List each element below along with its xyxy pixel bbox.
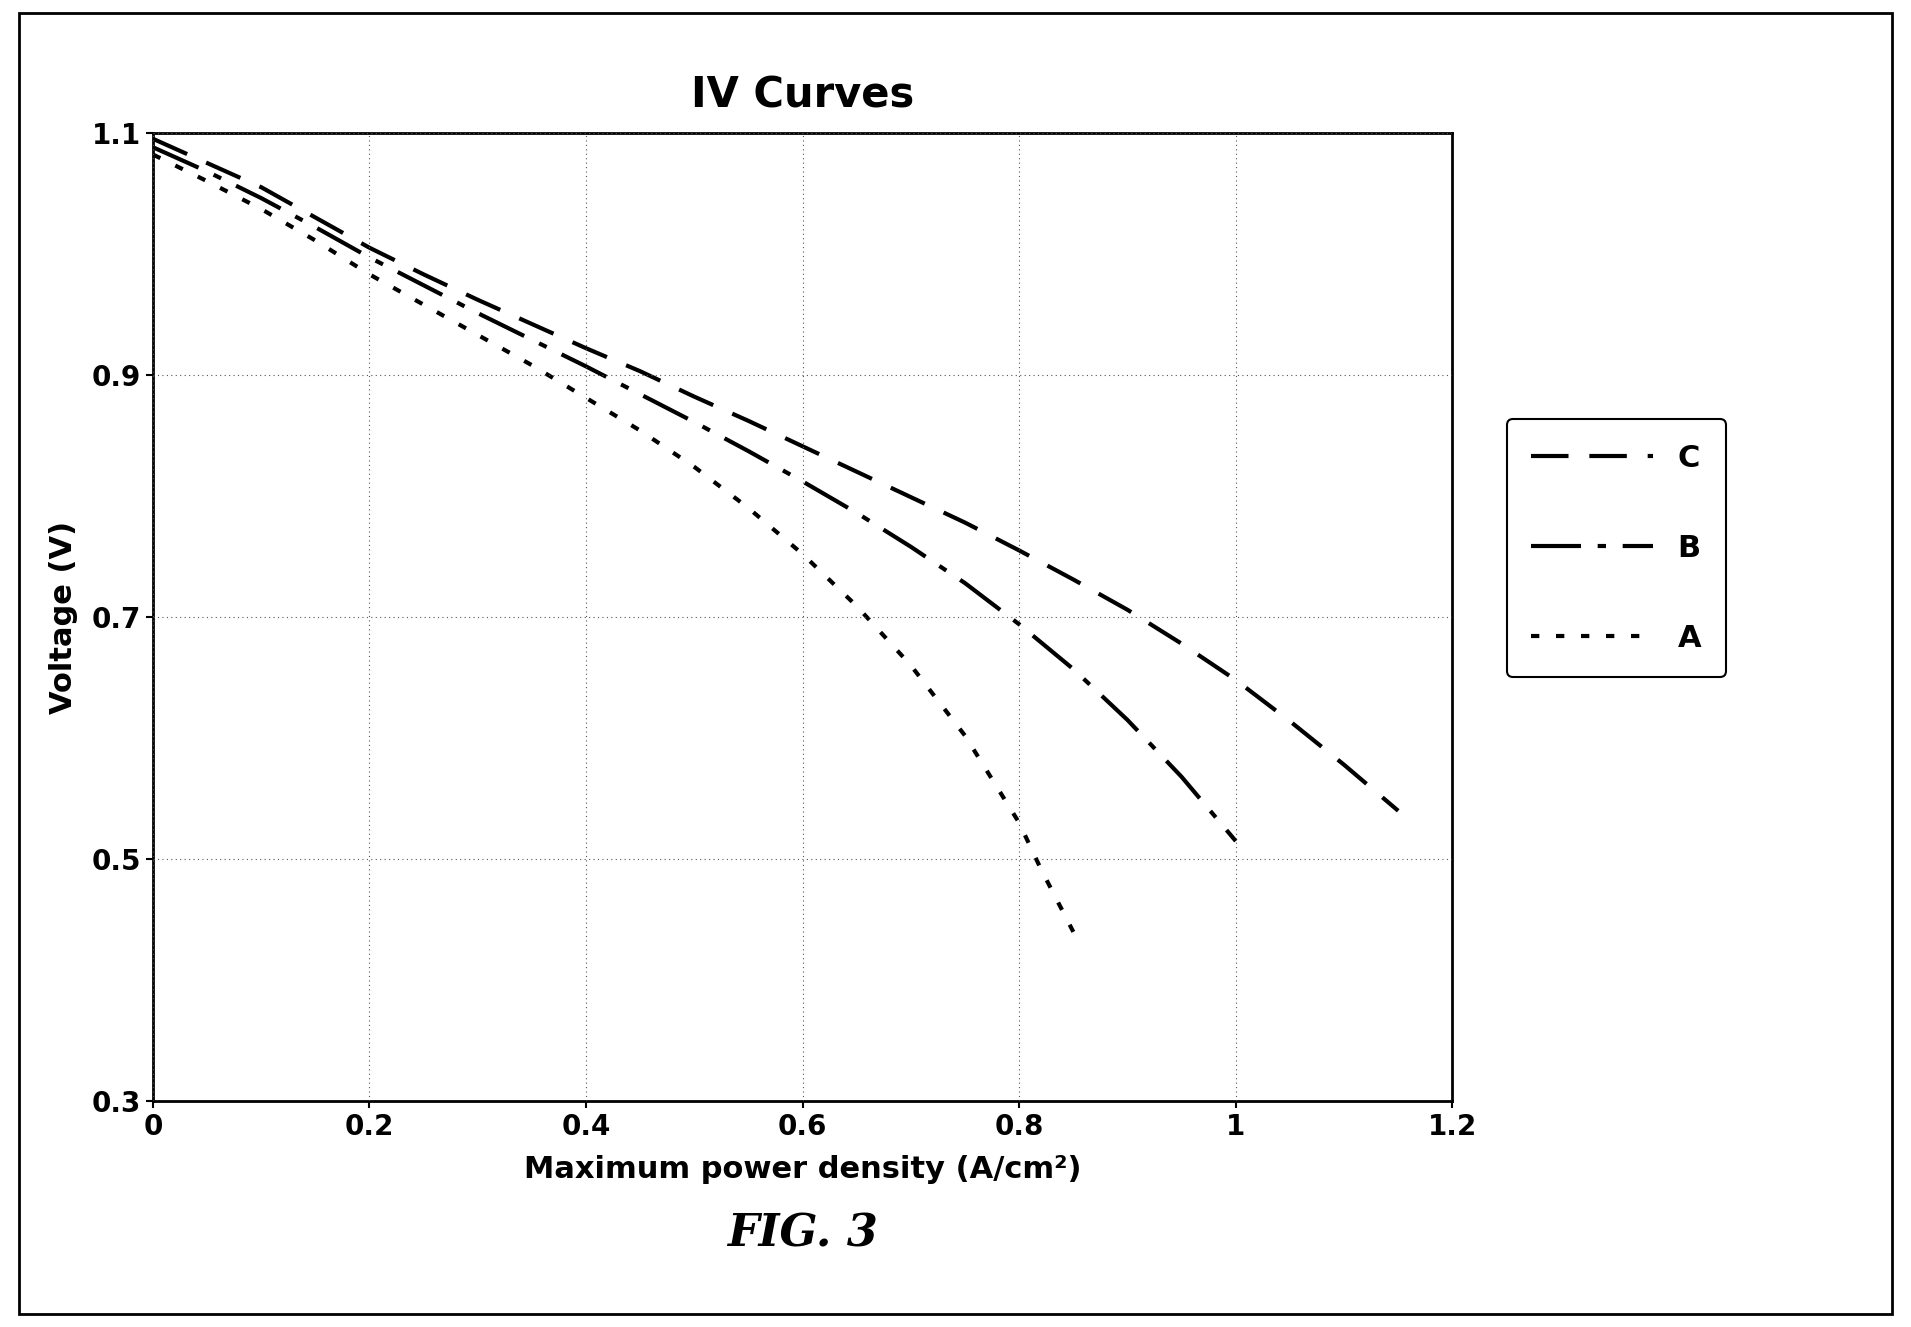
X-axis label: Maximum power density (A/cm²): Maximum power density (A/cm²) [524, 1154, 1082, 1184]
Legend: C, B, A: C, B, A [1506, 419, 1726, 677]
Text: FIG. 3: FIG. 3 [728, 1213, 877, 1255]
Title: IV Curves: IV Curves [692, 74, 913, 117]
Y-axis label: Voltage (V): Voltage (V) [48, 520, 78, 714]
